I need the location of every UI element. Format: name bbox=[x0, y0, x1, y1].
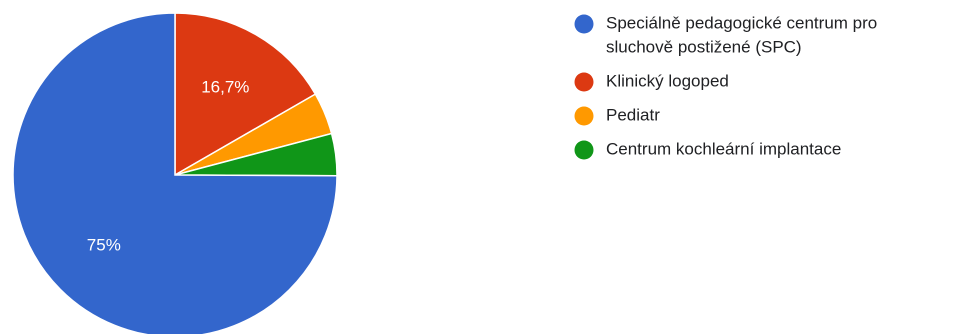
legend: Speciálně pedagogické centrum pro sluchov… bbox=[574, 13, 877, 160]
legend-label-0-line-0: Speciálně pedagogické centrum pro bbox=[606, 13, 877, 32]
pie-slice-1 bbox=[174, 12, 317, 177]
pie-data-labels: 16,7% 75% bbox=[87, 77, 250, 254]
legend-swatch-0 bbox=[574, 14, 594, 34]
legend-label-3: Centrum kochleární implantace bbox=[606, 139, 841, 158]
legend-label-2: Pediatr bbox=[606, 105, 660, 124]
legend-swatch-3 bbox=[574, 140, 594, 160]
slice-data-label-1: 16,7% bbox=[201, 77, 249, 96]
pie-slices bbox=[12, 12, 338, 334]
legend-label-1: Klinický logoped bbox=[606, 71, 729, 90]
legend-label-0-line-1: sluchově postižené (SPC) bbox=[606, 37, 802, 56]
legend-swatch-1 bbox=[574, 72, 594, 92]
pie-slice-0 bbox=[12, 12, 338, 334]
legend-swatch-2 bbox=[574, 106, 594, 126]
slice-data-label-0: 75% bbox=[87, 235, 121, 254]
